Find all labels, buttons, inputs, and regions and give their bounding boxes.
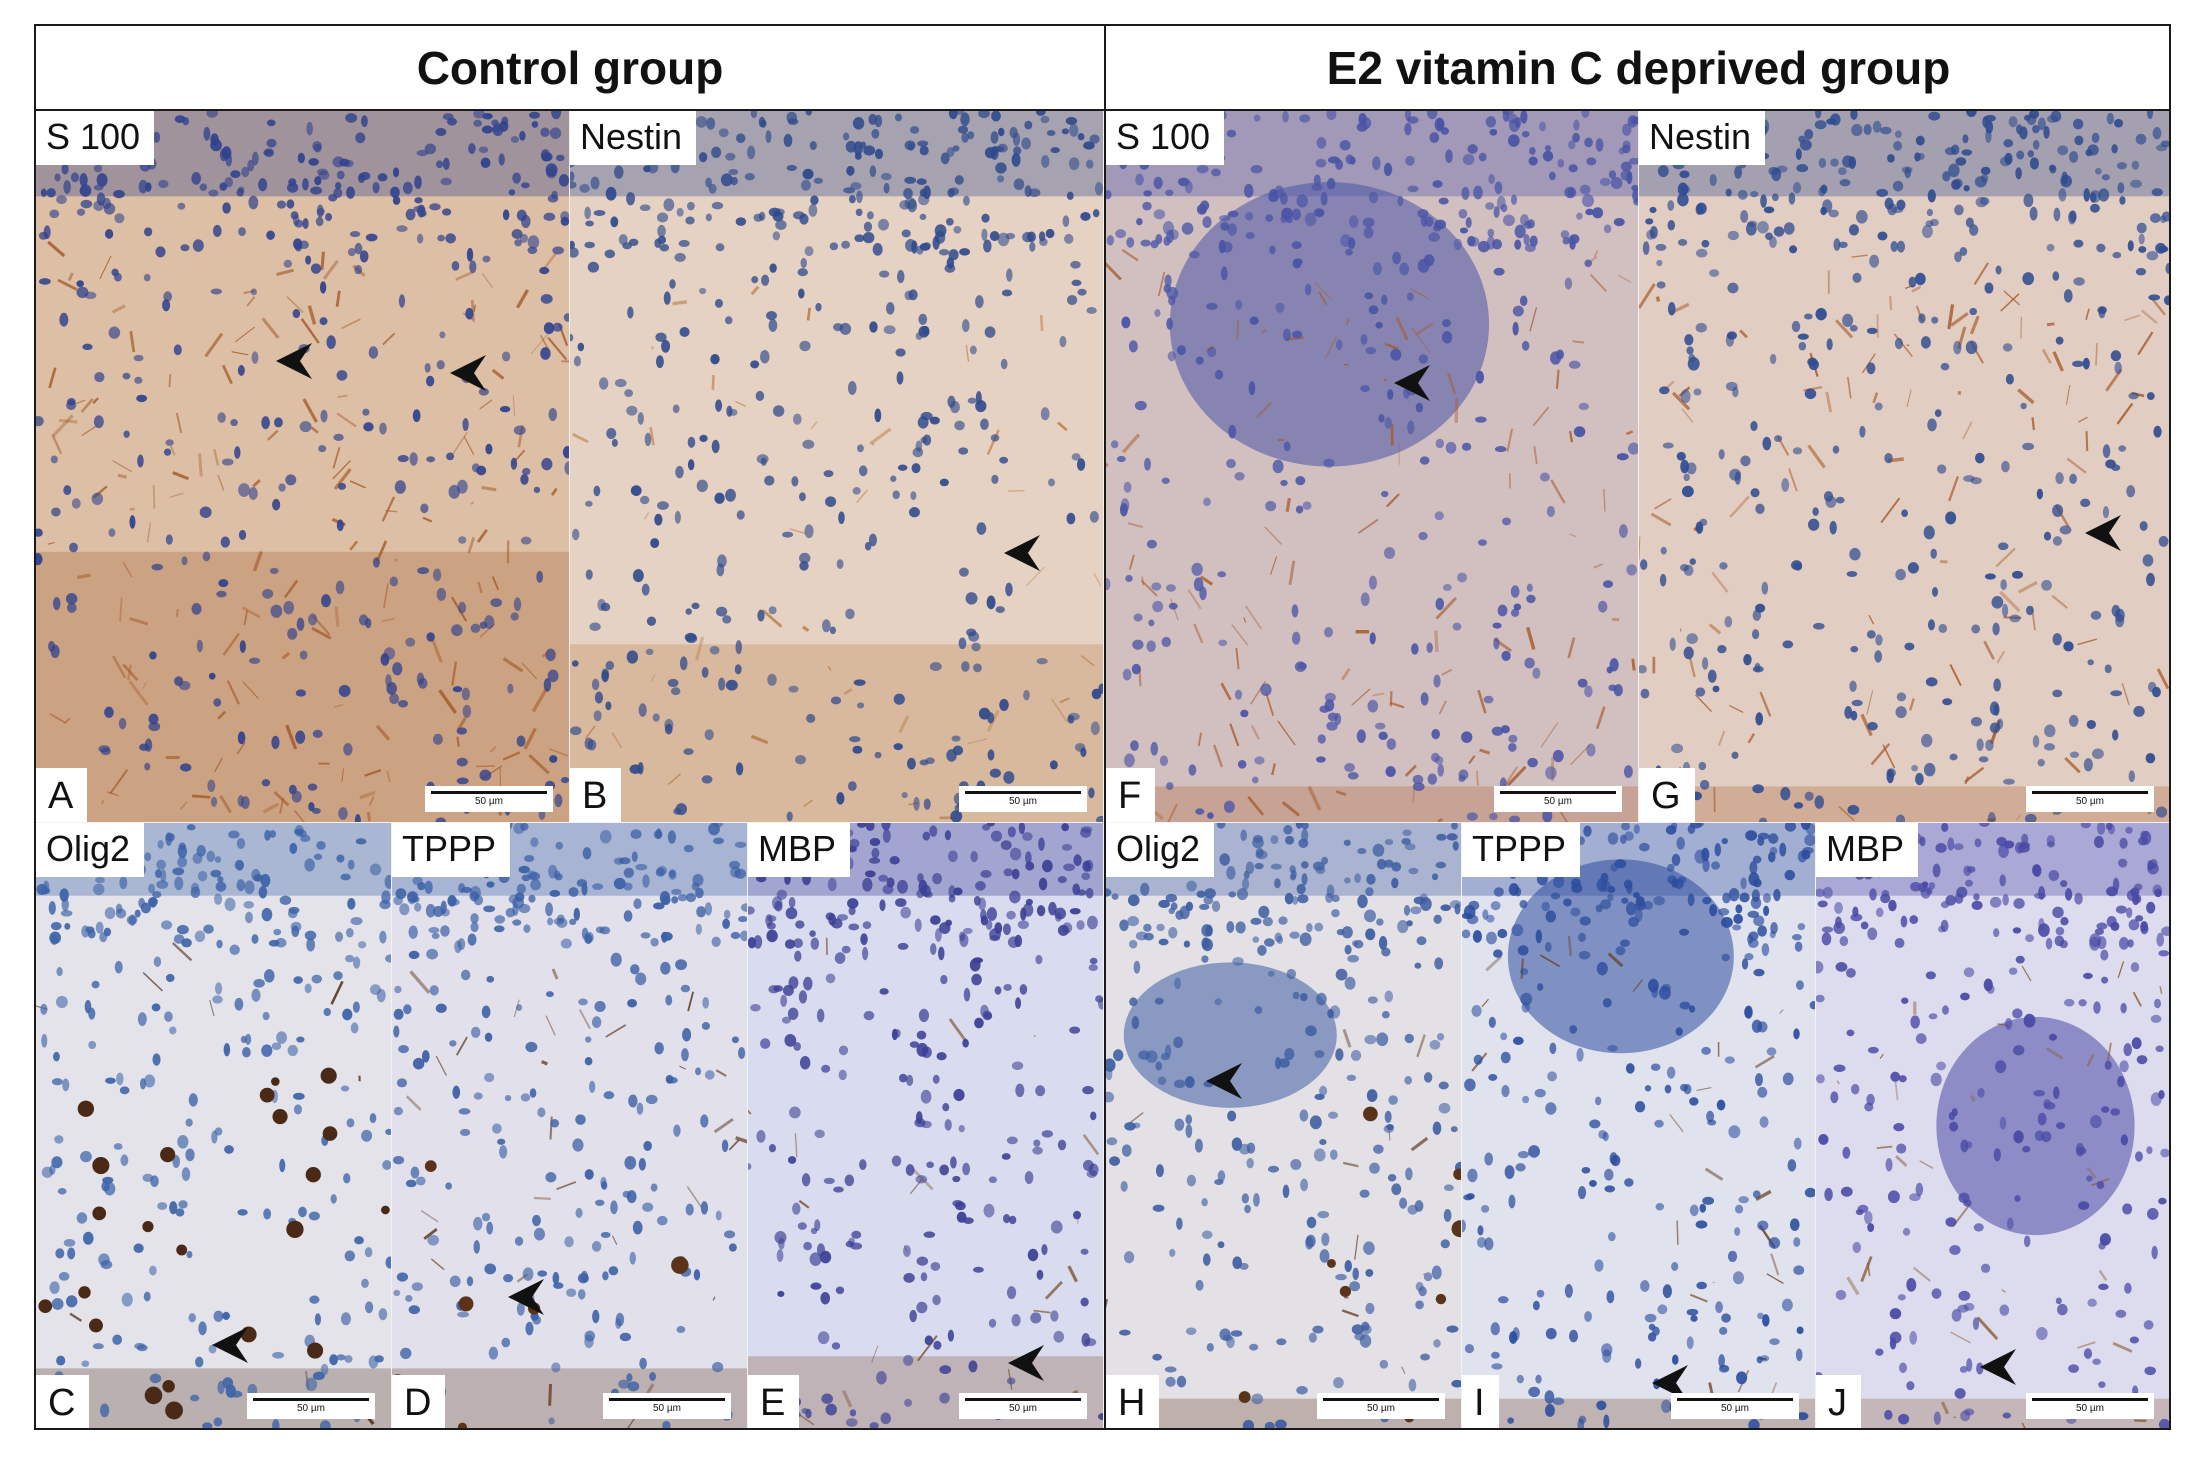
micrograph-e: [748, 823, 1103, 1428]
panel-letter: C: [36, 1375, 90, 1428]
micrograph-g: [1639, 111, 2169, 822]
stain-label: S 100: [36, 111, 155, 165]
panel-d: TPPP D 50 µm: [392, 823, 748, 1428]
panel-a: S 100 A 50 µm: [36, 111, 570, 823]
stain-label: Nestin: [1639, 111, 1766, 165]
panel-letter: I: [1462, 1375, 1499, 1428]
scale-bar: 50 µm: [247, 1393, 375, 1419]
scale-bar: 50 µm: [1317, 1393, 1445, 1419]
stain-label: Nestin: [570, 111, 697, 165]
panel-letter: D: [392, 1375, 446, 1428]
stain-label: MBP: [1816, 823, 1919, 877]
panel-letter: J: [1816, 1375, 1861, 1428]
arrowhead-icon: [1004, 535, 1040, 571]
arrowhead-icon: [1008, 1345, 1044, 1381]
micrograph-h: [1106, 823, 1461, 1428]
stain-label: TPPP: [1462, 823, 1581, 877]
stain-label: Olig2: [1106, 823, 1215, 877]
scale-bar: 50 µm: [425, 786, 553, 812]
arrowhead-icon: [1980, 1349, 2016, 1385]
stain-label: MBP: [748, 823, 851, 877]
scale-bar: 50 µm: [2026, 786, 2154, 812]
micrograph-b: [570, 111, 1103, 822]
group-divider: [1104, 26, 1106, 1428]
micrograph-j: [1816, 823, 2169, 1428]
arrowhead-icon: [212, 1327, 248, 1363]
panel-letter: A: [36, 768, 88, 822]
group-title-e2: E2 vitamin C deprived group: [1106, 26, 2169, 109]
panel-f: S 100 F 50 µm: [1106, 111, 1639, 823]
panel-g: Nestin G 50 µm: [1639, 111, 2169, 823]
arrowhead-icon: [508, 1279, 544, 1315]
scale-bar: 50 µm: [959, 1393, 1087, 1419]
panel-i: TPPP I 50 µm: [1462, 823, 1816, 1428]
panel-letter: H: [1106, 1375, 1160, 1428]
panel-b: Nestin B 50 µm: [570, 111, 1104, 823]
scale-bar: 50 µm: [603, 1393, 731, 1419]
micrograph-d: [392, 823, 747, 1428]
group-title-control: Control group: [36, 26, 1104, 109]
scale-bar: 50 µm: [1671, 1393, 1799, 1419]
arrowhead-icon: [2085, 515, 2121, 551]
panel-letter: G: [1639, 768, 1695, 822]
micrograph-a: [36, 111, 569, 822]
panel-letter: E: [748, 1375, 800, 1428]
panel-letter: F: [1106, 768, 1156, 822]
title-divider: [36, 109, 2169, 111]
panel-c: Olig2 C 50 µm: [36, 823, 392, 1428]
panel-letter: B: [570, 768, 622, 822]
micrograph-c: [36, 823, 391, 1428]
stain-label: Olig2: [36, 823, 145, 877]
arrowhead-icon: [276, 343, 312, 379]
panel-j: MBP J 50 µm: [1816, 823, 2169, 1428]
arrowhead-icon: [1394, 365, 1430, 401]
panel-h: Olig2 H 50 µm: [1106, 823, 1462, 1428]
stain-label: TPPP: [392, 823, 511, 877]
scale-bar: 50 µm: [2026, 1393, 2154, 1419]
arrowhead-icon: [1652, 1365, 1688, 1401]
arrowhead-icon: [1206, 1063, 1242, 1099]
micrograph-f: [1106, 111, 1638, 822]
panel-e: MBP E 50 µm: [748, 823, 1104, 1428]
micrograph-i: [1462, 823, 1815, 1428]
scale-bar: 50 µm: [959, 786, 1087, 812]
figure: Control group E2 vitamin C deprived grou…: [34, 24, 2171, 1430]
scale-bar: 50 µm: [1494, 786, 1622, 812]
stain-label: S 100: [1106, 111, 1225, 165]
arrowhead-icon: [450, 355, 486, 391]
